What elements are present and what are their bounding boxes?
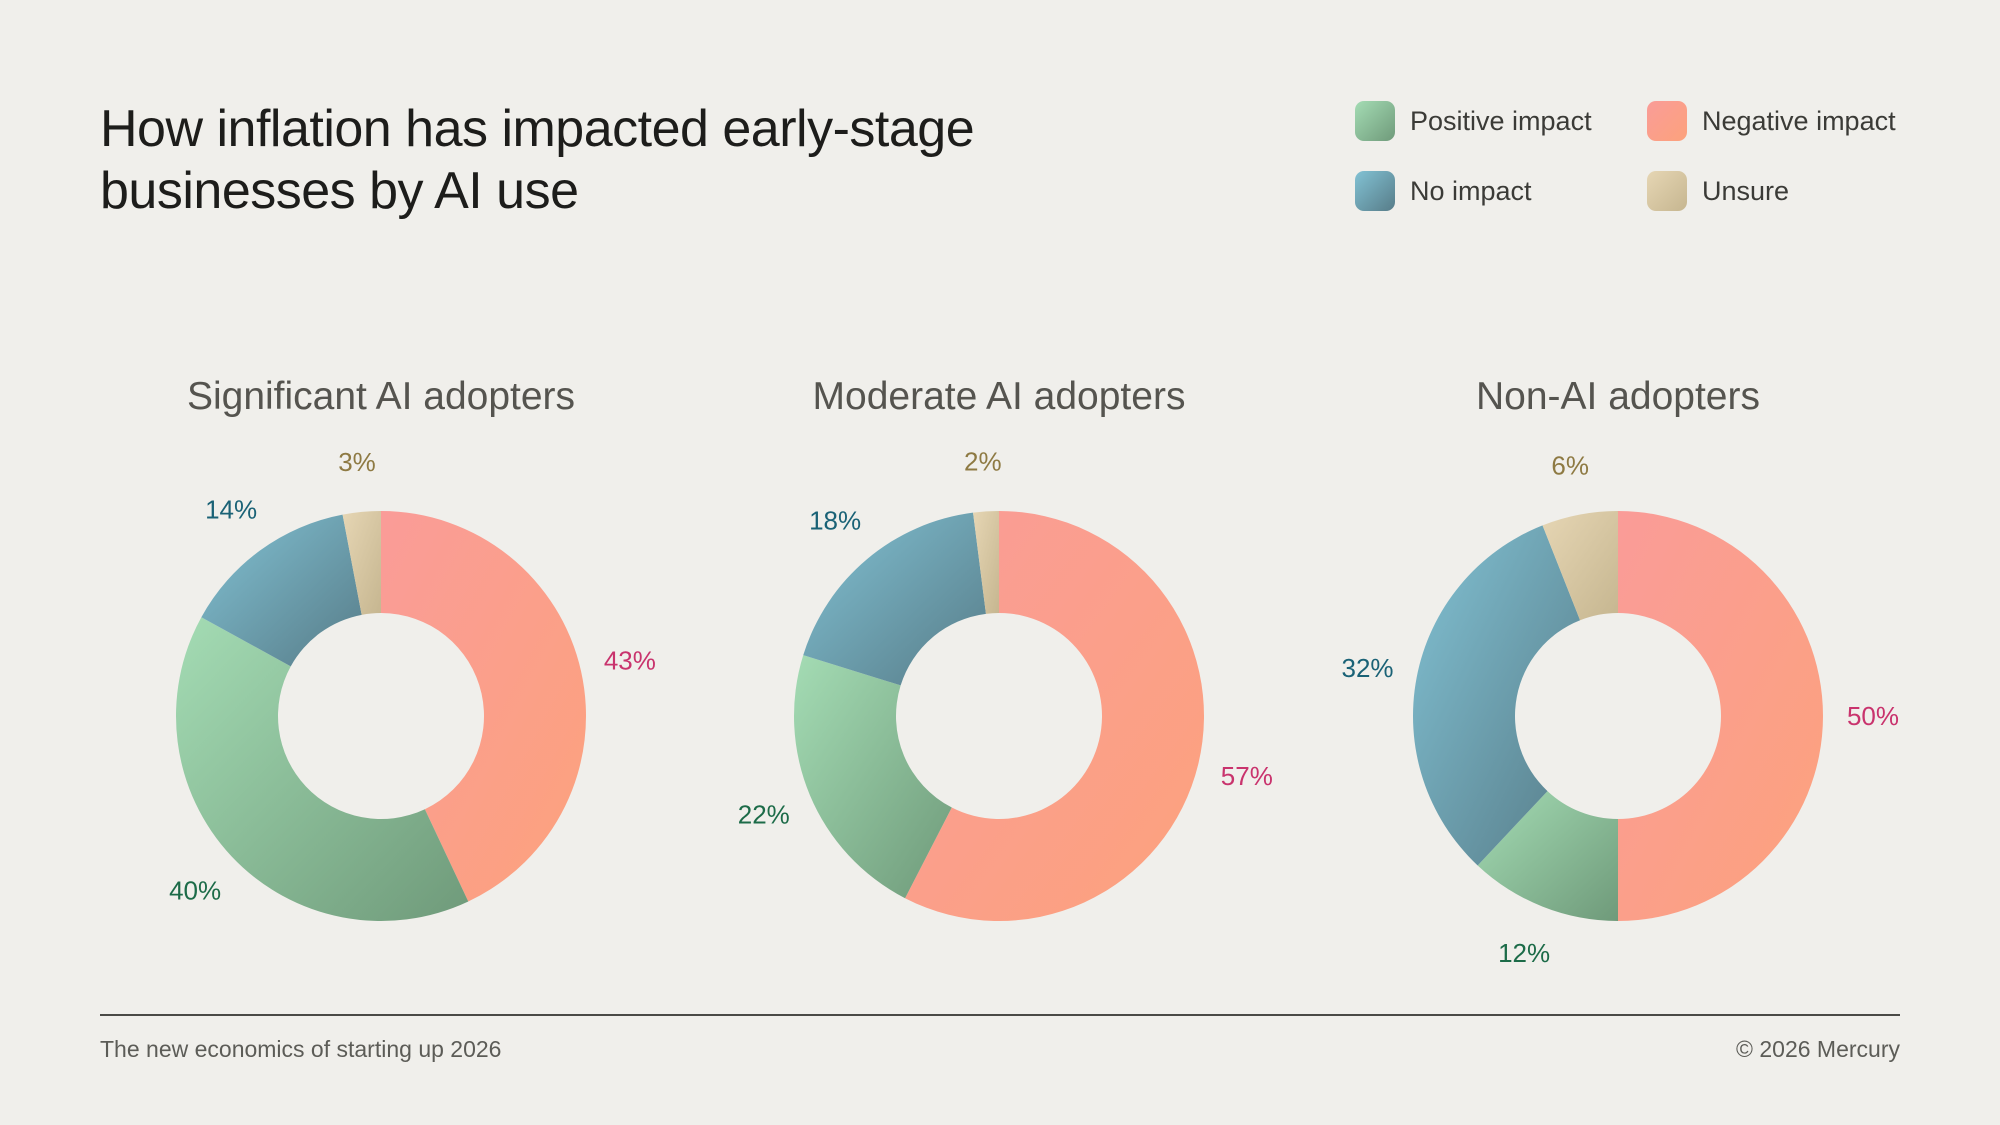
- slice-label-none: 32%: [1341, 653, 1393, 683]
- legend-label: Negative impact: [1702, 105, 1896, 136]
- legend-swatch-negative: [1647, 101, 1687, 141]
- slice-unsure: [1542, 511, 1618, 621]
- chart-title: Moderate AI adopters: [813, 375, 1186, 418]
- slice-unsure: [342, 511, 381, 615]
- slice-label-none: 18%: [809, 506, 861, 536]
- slice-negative: [1618, 511, 1823, 921]
- slice-label-unsure: 3%: [338, 447, 376, 477]
- slice-none: [201, 514, 362, 667]
- slice-negative: [905, 511, 1204, 921]
- legend-label: Unsure: [1702, 175, 1790, 206]
- footer-publication: The new economics of starting up 2026: [100, 1036, 502, 1062]
- legend-item-unsure: Unsure: [1647, 170, 1897, 212]
- legend-item-negative: Negative impact: [1647, 100, 1897, 142]
- slice-positive: [175, 617, 469, 921]
- slice-label-unsure: 6%: [1551, 451, 1589, 481]
- title-line-1: How inflation has impacted early-stage: [100, 100, 975, 158]
- slice-negative: [381, 511, 586, 902]
- footer-divider: [100, 1014, 1900, 1016]
- slice-label-negative: 57%: [1221, 761, 1273, 791]
- slice-none: [803, 512, 986, 686]
- legend-swatch-positive: [1355, 101, 1395, 141]
- slice-label-negative: 50%: [1847, 701, 1899, 731]
- slice-positive: [1477, 791, 1618, 921]
- slice-label-positive: 40%: [169, 876, 221, 906]
- legend-swatch-unsure: [1647, 171, 1687, 211]
- legend-label: Positive impact: [1410, 105, 1592, 136]
- slice-label-negative: 43%: [604, 645, 656, 675]
- donut-chart: Moderate AI adopters 57% 22% 18% 2%: [738, 375, 1273, 921]
- slice-positive: [793, 655, 952, 899]
- slice-unsure: [973, 511, 999, 614]
- slice-label-positive: 12%: [1498, 938, 1550, 968]
- title-line-2: businesses by AI use: [100, 162, 579, 220]
- legend-label: No impact: [1410, 175, 1532, 206]
- donut-chart: Significant AI adopters 43% 40% 14% 3%: [169, 375, 656, 921]
- legend-swatch-none: [1355, 171, 1395, 211]
- slice-label-positive: 22%: [738, 800, 790, 830]
- footer-copyright: © 2026 Mercury: [1736, 1036, 1900, 1062]
- legend-item-positive: Positive impact: [1355, 100, 1647, 142]
- slice-label-none: 14%: [205, 495, 257, 525]
- chart-title: Non-AI adopters: [1476, 375, 1760, 418]
- slice-label-unsure: 2%: [964, 447, 1002, 477]
- legend: Positive impact Negative impact No impac…: [1355, 100, 1915, 212]
- chart-title: Significant AI adopters: [187, 375, 575, 418]
- page-title: How inflation has impacted early-stage b…: [100, 98, 1100, 222]
- donut-chart: Non-AI adopters 50% 12% 32% 6%: [1341, 375, 1899, 968]
- legend-item-none: No impact: [1355, 170, 1647, 212]
- slice-none: [1413, 525, 1581, 866]
